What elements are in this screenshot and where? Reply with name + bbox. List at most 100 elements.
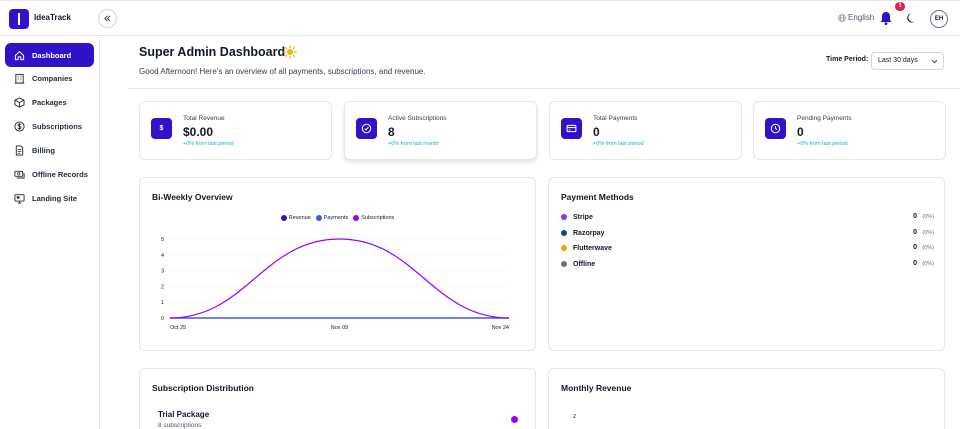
- sidebar-item-label: Landing Site: [32, 193, 77, 203]
- time-period-label: Time Period:: [826, 56, 869, 63]
- globe-icon: [838, 13, 846, 22]
- stat-value: $0.00: [183, 125, 214, 139]
- stat-label: Total Revenue: [183, 115, 225, 122]
- chevron-down-icon: [931, 59, 938, 64]
- sidebar-item-subscriptions[interactable]: Subscriptions: [5, 114, 94, 138]
- moon-icon[interactable]: [906, 12, 918, 24]
- payment-method-count: 0: [913, 229, 917, 236]
- legend-label: Payments: [323, 215, 349, 221]
- sidebar-item-landing-site[interactable]: Landing Site: [5, 186, 94, 210]
- y-axis-tick: 4: [161, 253, 164, 259]
- language-selector[interactable]: English: [838, 13, 874, 22]
- x-axis-tick: Oct 25: [170, 325, 186, 331]
- y-axis-tick: 0: [161, 316, 164, 322]
- payment-method-percent: (0%): [922, 261, 934, 267]
- time-period-select[interactable]: Last 30 days: [871, 52, 944, 70]
- sidebar-item-companies[interactable]: Companies: [5, 66, 94, 90]
- stat-value: 8: [388, 125, 395, 139]
- sidebar-item-label: Offline Records: [32, 169, 88, 179]
- sidebar-item-offline-records[interactable]: Offline Records: [5, 162, 94, 186]
- collapse-sidebar-button[interactable]: [98, 9, 117, 28]
- package-icon: [14, 96, 25, 108]
- app-logo[interactable]: [9, 9, 29, 29]
- clock-icon: [765, 118, 786, 139]
- y-axis-tick: 2: [161, 284, 164, 290]
- stat-value: 0: [593, 125, 600, 139]
- biweekly-line-chart: 0 1 2 3 4 5 Oct 25 Nov 09 Nov 24: [161, 237, 510, 331]
- stat-card-pending-payments: Pending Payments 0 +0% from last period: [753, 101, 946, 160]
- payment-methods-panel: Payment Methods Stripe 0 (0%) Razorpay 0…: [548, 177, 945, 351]
- notification-badge: 1: [895, 2, 905, 11]
- legend-item-revenue[interactable]: Revenue: [280, 215, 311, 221]
- stat-label: Total Payments: [593, 115, 638, 122]
- package-name: Trial Package: [158, 410, 210, 419]
- avatar[interactable]: EH: [930, 10, 948, 28]
- stat-change: +0% from last period: [593, 141, 644, 147]
- sidebar: Dashboard Companies Packages Subscriptio…: [0, 37, 100, 429]
- sidebar-item-label: Packages: [32, 97, 67, 107]
- monthly-revenue-panel: Monthly Revenue 2: [548, 368, 945, 429]
- dollar-circle-icon: [14, 120, 25, 132]
- x-axis-tick: Nov 24: [492, 325, 509, 331]
- payment-method-count: 0: [913, 260, 917, 267]
- legend-dot: [353, 215, 360, 221]
- payment-method-row: Flutterwave 0 (0%): [561, 242, 934, 254]
- payment-method-row: Stripe 0 (0%): [561, 211, 934, 223]
- stat-change: +0% from last month: [388, 141, 439, 147]
- sidebar-item-label: Billing: [32, 145, 55, 155]
- document-icon: [15, 144, 24, 156]
- payment-method-percent: (0%): [922, 230, 934, 236]
- payment-method-row: Offline 0 (0%): [561, 258, 934, 270]
- payment-method-percent: (0%): [922, 214, 934, 220]
- bell-icon[interactable]: [879, 10, 893, 26]
- y-axis-tick: 3: [161, 269, 164, 275]
- sun-icon: [283, 45, 297, 59]
- y-axis-tick: 5: [161, 237, 164, 243]
- legend-item-payments[interactable]: Payments: [315, 215, 349, 221]
- page-title: Super Admin Dashboard: [139, 45, 286, 59]
- series-line-subscriptions: [169, 238, 510, 319]
- payment-method-count: 0: [913, 213, 917, 220]
- sidebar-item-label: Subscriptions: [32, 121, 83, 131]
- monitor-icon: [14, 193, 25, 204]
- legend-item-subscriptions[interactable]: Subscriptions: [353, 215, 394, 221]
- status-dot: [561, 261, 567, 267]
- payment-method-name: Offline: [573, 260, 596, 268]
- panel-title: Bi-Weekly Overview: [152, 192, 233, 202]
- language-label: English: [848, 13, 875, 22]
- stat-value: 0: [797, 125, 804, 139]
- greeting-text: Good Afternoon! Here's an overview of al…: [139, 67, 426, 76]
- legend-dot: [280, 215, 287, 221]
- sidebar-item-billing[interactable]: Billing: [5, 138, 94, 162]
- sidebar-item-dashboard[interactable]: Dashboard: [5, 43, 94, 67]
- legend-dot: [315, 215, 322, 221]
- time-period-value: Last 30 days: [878, 57, 918, 64]
- sidebar-item-label: Companies: [32, 73, 73, 83]
- chevrons-left-icon: [104, 15, 111, 22]
- package-subscription-count: 8 subscriptions: [158, 422, 202, 429]
- stat-label: Pending Payments: [797, 115, 852, 122]
- top-bar: IdeaTrack English 1 EH: [0, 0, 960, 36]
- panel-title: Payment Methods: [561, 192, 634, 202]
- y-axis-tick: 2: [573, 414, 577, 420]
- stat-change: +0% from last period: [183, 141, 234, 147]
- check-circle-icon: [356, 118, 377, 139]
- payment-method-count: 0: [913, 244, 917, 251]
- status-dot: [561, 245, 567, 251]
- payment-method-row: Razorpay 0 (0%): [561, 227, 934, 239]
- sidebar-item-packages[interactable]: Packages: [5, 90, 94, 114]
- subscription-distribution-panel: Subscription Distribution Trial Package …: [139, 368, 536, 429]
- building-icon: [14, 73, 25, 84]
- legend-label: Subscriptions: [361, 215, 395, 221]
- panel-title: Subscription Distribution: [152, 383, 254, 393]
- package-color-dot: [511, 416, 518, 423]
- biweekly-overview-panel: Bi-Weekly Overview Revenue Payments Subs…: [139, 177, 536, 351]
- chart-legend: Revenue Payments Subscriptions: [140, 215, 535, 221]
- home-icon: [14, 50, 25, 60]
- payment-method-name: Flutterwave: [573, 244, 612, 252]
- payment-method-percent: (0%): [922, 245, 934, 251]
- legend-label: Revenue: [288, 215, 311, 221]
- stat-label: Active Subscriptions: [388, 115, 447, 122]
- main-content: Super Admin Dashboard Good Afternoon! He…: [101, 37, 960, 429]
- panel-title: Monthly Revenue: [561, 383, 632, 393]
